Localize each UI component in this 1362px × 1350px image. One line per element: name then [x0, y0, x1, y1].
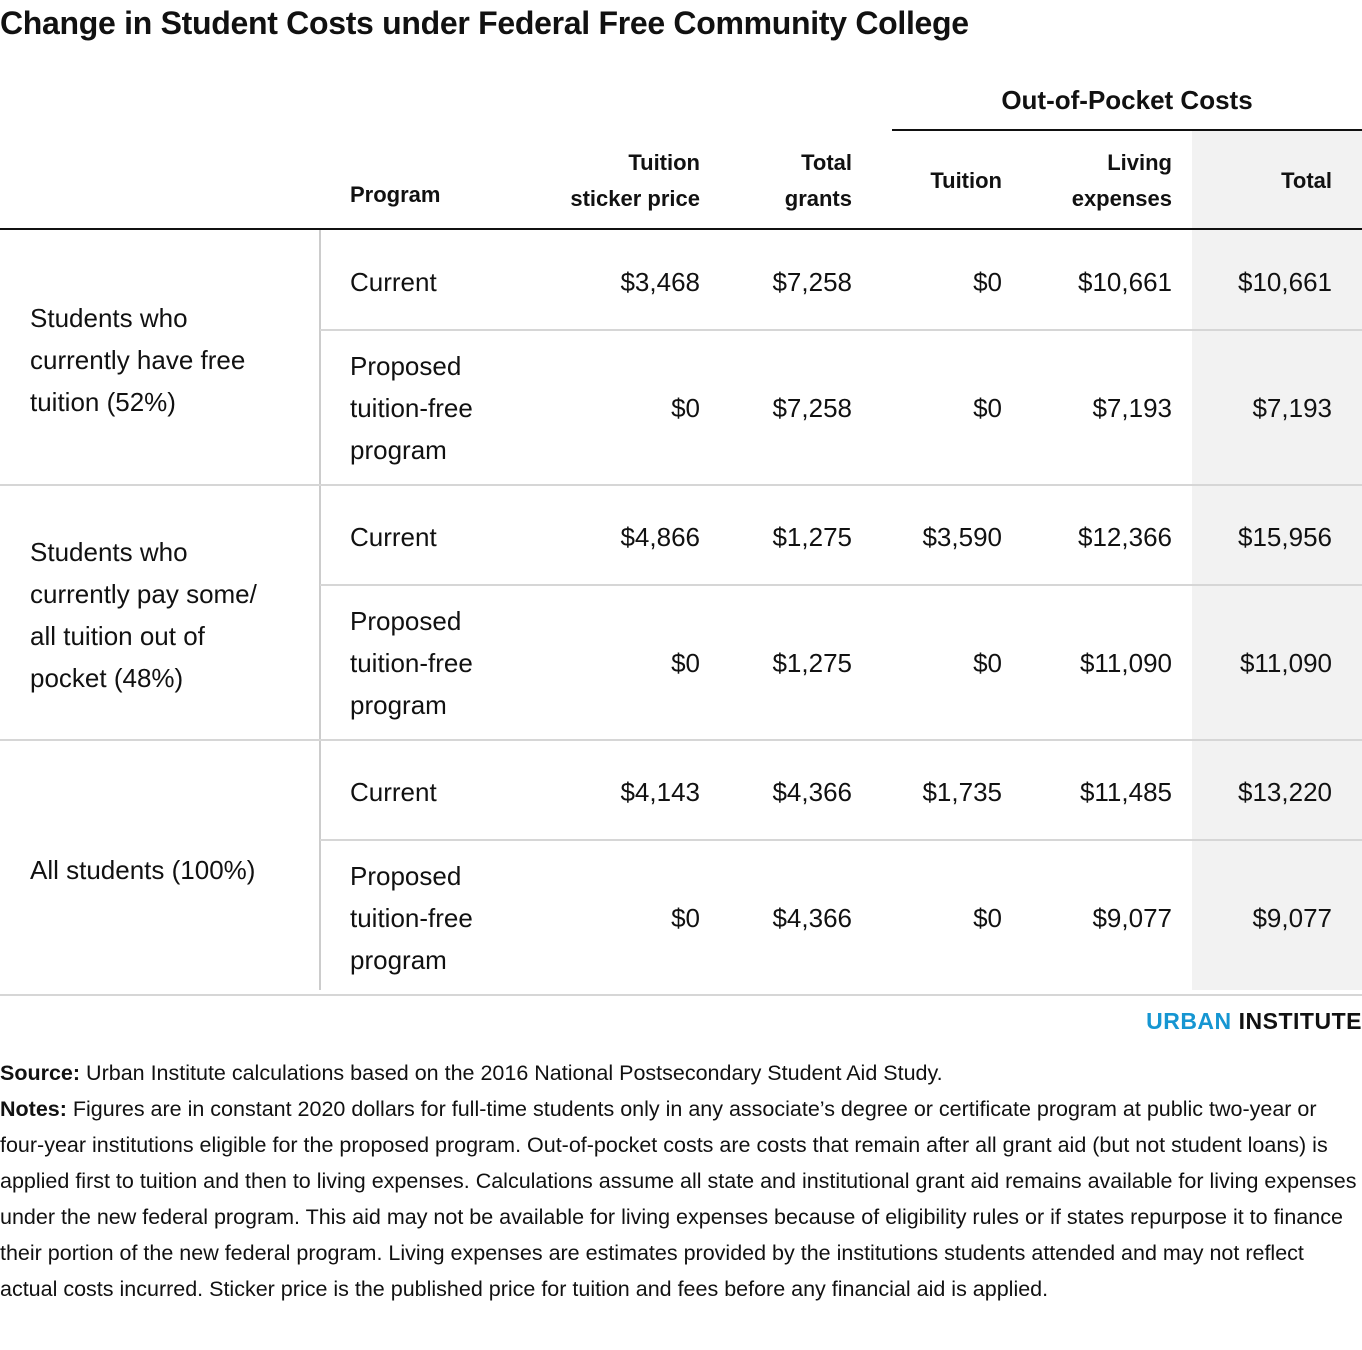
cell-value: $4,143: [620, 777, 700, 807]
cell-value: $9,077: [1092, 902, 1172, 933]
program-label: Current: [350, 267, 437, 297]
row-rule: [0, 484, 1362, 486]
footnotes: Source: Urban Institute calculations bas…: [0, 1055, 1362, 1307]
column-header: Tuition: [930, 168, 1002, 193]
cell-value: $4,366: [772, 902, 852, 933]
program-label: tuition-free: [350, 902, 473, 933]
header-rule: [0, 228, 1362, 230]
program-label: tuition-free: [350, 392, 473, 423]
group-label: currently have free: [30, 344, 246, 375]
cell-value: $12,366: [1078, 522, 1172, 552]
cell-value: $0: [671, 647, 700, 678]
cell-value: $11,090: [1079, 647, 1172, 678]
program-label: Proposed: [350, 605, 462, 636]
cell-value: $13,220: [1238, 777, 1332, 807]
logo-urban: URBAN: [1146, 1008, 1232, 1034]
notes-label: Notes:: [0, 1097, 67, 1121]
cell-value: $1,735: [922, 777, 1002, 807]
group-label: Students who: [30, 302, 188, 333]
row-rule: [0, 994, 1362, 996]
cell-value: $0: [973, 902, 1002, 933]
group-label: all tuition out of: [30, 620, 205, 651]
cell-value: $10,661: [1078, 267, 1172, 297]
row-rule: [320, 329, 1362, 331]
group-label: pocket (48%): [30, 662, 184, 693]
cell-value: $7,193: [1252, 392, 1332, 423]
cell-value: $1,275: [772, 522, 852, 552]
cell-value: $0: [671, 392, 700, 423]
cell-value: $9,077: [1252, 902, 1332, 933]
column-header: sticker price: [570, 186, 700, 211]
cell-value: $0: [671, 902, 700, 933]
cell-value: $7,193: [1092, 392, 1172, 423]
cell-value: $0: [973, 392, 1002, 423]
row-rule: [0, 739, 1362, 741]
cell-value: $3,468: [620, 267, 700, 297]
program-label: tuition-free: [350, 647, 473, 678]
cell-value: $7,258: [772, 267, 852, 297]
group-divider: [319, 230, 321, 990]
column-header: Total: [801, 150, 852, 175]
column-header: Total: [1281, 168, 1332, 193]
column-header: expenses: [1071, 186, 1172, 211]
group-header-rule: [892, 129, 1362, 131]
cell-value: $10,661: [1238, 267, 1332, 297]
cell-value: $3,590: [922, 522, 1002, 552]
program-label: Current: [350, 522, 437, 552]
cell-value: $1,275: [772, 647, 852, 678]
cell-value: $0: [973, 267, 1002, 297]
cell-value: $4,866: [620, 522, 700, 552]
cell-value: $7,258: [772, 392, 852, 423]
row-rule: [320, 839, 1362, 841]
column-header: Living: [1107, 150, 1172, 175]
group-header: Out-of-Pocket Costs: [1001, 85, 1253, 115]
group-label: tuition (52%): [30, 386, 176, 417]
group-label: currently pay some/: [30, 578, 257, 609]
source: Source: Urban Institute calculations bas…: [0, 1055, 1362, 1091]
logo: URBAN INSTITUTE: [1146, 1005, 1362, 1037]
group-label: Students who: [30, 536, 188, 567]
total-column-shade: [1192, 131, 1362, 990]
notes: Notes: Figures are in constant 2020 doll…: [0, 1091, 1362, 1307]
cell-value: $4,366: [772, 777, 852, 807]
group-label: All students (100%): [30, 854, 256, 885]
column-header: grants: [784, 186, 852, 211]
notes-text: Figures are in constant 2020 dollars for…: [0, 1097, 1357, 1301]
source-text: Urban Institute calculations based on th…: [86, 1061, 943, 1085]
logo-institute: INSTITUTE: [1238, 1008, 1362, 1034]
program-label: Current: [350, 777, 437, 807]
cell-value: $0: [973, 647, 1002, 678]
program-label: Proposed: [350, 860, 462, 891]
title: Change in Student Costs under Federal Fr…: [0, 5, 969, 41]
cell-value: $11,090: [1239, 647, 1332, 678]
row-rule: [320, 584, 1362, 586]
cell-value: $15,956: [1238, 522, 1332, 552]
program-label: program: [350, 944, 447, 975]
cell-value: $11,485: [1079, 777, 1172, 807]
program-label: Proposed: [350, 350, 462, 381]
program-label: program: [350, 434, 447, 465]
column-header: Program: [350, 182, 441, 207]
source-label: Source:: [0, 1061, 81, 1085]
program-label: program: [350, 689, 447, 720]
column-header: Tuition: [628, 150, 700, 175]
